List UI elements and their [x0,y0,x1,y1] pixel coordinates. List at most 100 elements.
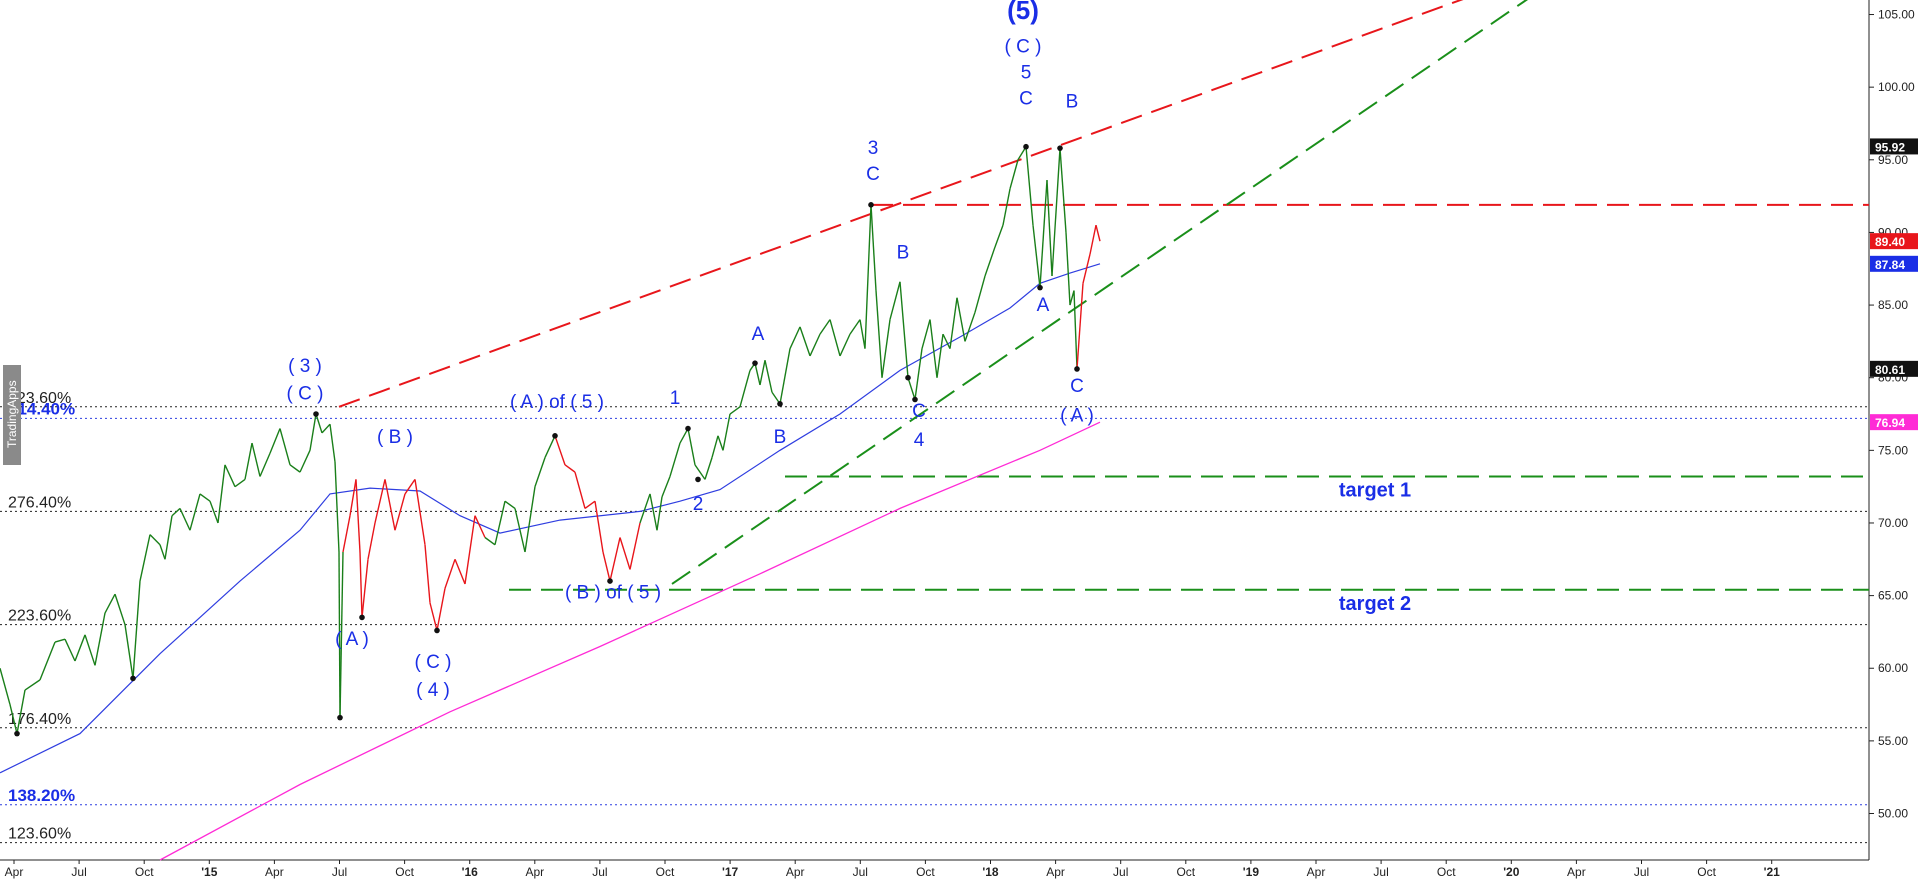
price-segment [994,224,1004,248]
y-tick-label: 105.00 [1878,8,1915,22]
pivot-dot [912,396,918,403]
wave-label-wave-3: 3 [868,138,879,159]
price-segment [139,534,151,582]
wave-label-wave-a-right: A [1037,295,1050,316]
pivot-dot [1023,143,1029,150]
wave-label-wave-b-top: B [1066,92,1079,113]
price-segment [9,704,18,734]
price-segment [1002,188,1011,226]
pivot-dot [1074,366,1080,372]
wave-label-wave-c-paren-left: ( C ) [287,383,324,404]
price-segment [436,588,446,631]
x-tick-label: Oct [1437,865,1456,879]
price-segment [429,602,438,631]
price-segment [39,641,56,681]
price-tag-label: 76.94 [1875,416,1905,430]
price-segment [224,464,236,487]
pivot-dot [1037,284,1043,291]
wave-label-wave-1: 1 [670,388,681,409]
price-tag-label: 80.61 [1875,363,1905,377]
wave-label-wave-4-paren: ( 4 ) [416,680,450,701]
x-tick-label: '15 [201,865,218,879]
price-segment [534,457,546,487]
price-segment [889,281,901,320]
x-tick-label: Oct [656,865,675,879]
price-segment [394,493,406,531]
price-segment [1082,254,1091,284]
y-tick-label: 100.00 [1878,80,1915,94]
price-segment [384,479,396,531]
x-tick-label: Apr [786,865,805,879]
pivot-dot [359,614,365,621]
wave-label-wave-2: 2 [693,494,704,515]
price-segment [984,246,996,277]
price-segment [404,478,416,495]
wave-label-wave-4: 4 [914,430,925,451]
price-segment [114,593,126,625]
price-segment [609,537,621,582]
x-tick-label: Oct [395,865,414,879]
x-tick-label: Jul [332,865,347,879]
price-segment [907,377,916,400]
price-segment [594,501,604,553]
price-segment [259,452,271,477]
price-tag-bg [1870,233,1918,250]
price-segment [1076,283,1084,370]
price-segment [729,406,741,415]
wave-label-wave-5-minor: 5 [1021,62,1032,83]
wave-label-wave-a-mid: A [752,324,765,345]
wave-label-wave-c-paren-low: ( C ) [415,652,452,673]
price-segment [484,536,496,546]
price-segment [1025,146,1034,226]
price-segment [859,319,866,349]
x-tick-label: Jul [1373,865,1388,879]
price-segment [661,476,671,498]
price-segment [164,515,173,560]
price-segment [367,522,376,560]
price-segment [149,534,161,546]
x-tick-label: Jul [1634,865,1649,879]
price-segment [342,515,351,553]
price-segment [717,435,724,451]
pivot-dot [607,578,613,584]
price-segment [234,478,246,488]
price-segment [1073,290,1078,370]
price-segment [704,457,713,480]
fib-level-label: 223.60% [8,608,71,625]
price-segment [339,552,344,718]
pivot-dot [313,411,319,417]
watermark-badge [3,365,21,465]
price-segment [54,638,66,643]
price-segment [921,319,931,349]
price-segment [159,544,166,560]
price-segment [754,363,761,386]
price-segment [179,508,191,531]
x-tick-label: Apr [5,865,24,879]
pivot-dot [434,627,440,634]
pivot-dot [130,675,136,682]
price-segment [1089,225,1097,255]
x-tick-label: Oct [135,865,154,879]
y-tick-label: 55.00 [1878,734,1908,748]
price-segment [414,479,426,545]
price-segment [829,319,841,357]
target-label: target 2 [1339,593,1411,615]
price-segment [711,435,719,458]
price-segment [329,424,336,463]
x-tick-label: Jul [1113,865,1128,879]
price-segment [244,442,253,480]
pivot-dot [1057,145,1063,151]
price-tag-bg [1870,360,1918,377]
wave-label-wave-c-paren-top: ( C ) [1005,36,1042,57]
price-segment [189,493,201,531]
x-tick-label: Apr [525,865,544,879]
price-segment [629,522,641,570]
x-tick-label: '19 [1243,865,1260,879]
wave-label-wave-c-3: C [866,164,880,185]
price-tag-bg [1870,138,1918,155]
price-segment [864,204,872,349]
wave-label-wave-c-4: C [912,401,926,422]
price-segment [544,435,556,458]
price-segment [349,479,357,516]
